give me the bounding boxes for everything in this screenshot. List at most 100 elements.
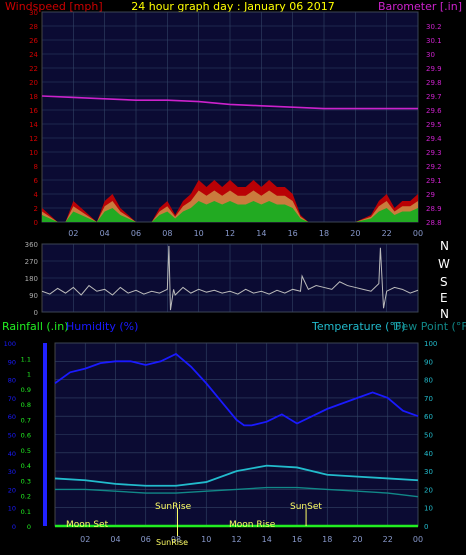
wind-x-tick: 10 xyxy=(194,229,204,238)
wind-avg-area xyxy=(42,201,418,222)
sun-set-marker: SunSet xyxy=(290,502,322,512)
moon-set-marker: Moon Set xyxy=(66,520,109,530)
temp-x-tick: 10 xyxy=(201,535,211,544)
direction-y-tick: 0 xyxy=(34,309,38,317)
barometer-line xyxy=(41,95,418,110)
humidity-tick: 30 xyxy=(8,468,16,476)
rainfall-tick: 0.3 xyxy=(21,477,31,485)
barometer-y-tick: 29 xyxy=(426,191,435,199)
dewpoint-axis-label: Dew Point (°F) xyxy=(393,320,466,333)
rainfall-tick: 0.9 xyxy=(21,386,31,394)
rainfall-tick: 1.1 xyxy=(21,355,31,363)
temperature-axis-label: Temperature (°F) xyxy=(311,320,406,333)
humidity-tick: 20 xyxy=(8,486,16,494)
barometer-y-tick: 28.8 xyxy=(426,219,442,227)
wind-y-tick: 22 xyxy=(29,65,38,73)
temp-x-tick: 06 xyxy=(141,535,151,544)
temperature-tick: 70 xyxy=(424,395,433,403)
rainfall-tick: 0.8 xyxy=(21,401,31,409)
rainfall-tick: 0 xyxy=(27,523,31,531)
compass-labels: N W S E N xyxy=(438,239,450,321)
compass-s: S xyxy=(440,275,448,289)
wind-y-tick: 4 xyxy=(34,191,39,199)
compass-w: W xyxy=(438,257,450,271)
rainfall-tick: 1 xyxy=(27,371,31,379)
temp-x-tick: 18 xyxy=(322,535,332,544)
wind-y-tick: 28 xyxy=(29,23,38,31)
rainfall-tick: 0.2 xyxy=(21,493,31,501)
humidity-line xyxy=(54,352,419,427)
windspeed-axis-label: Windspeed [mph] xyxy=(5,0,103,13)
humidity-tick: 60 xyxy=(8,413,16,421)
barometer-y-tick: 29.6 xyxy=(426,107,442,115)
temp-x-tick: 14 xyxy=(262,535,272,544)
temperature-tick: 90 xyxy=(424,358,433,366)
wind-x-tick: 18 xyxy=(319,229,329,238)
humidity-axis-label: Humidity (%) xyxy=(66,320,138,333)
wind-y-tick: 16 xyxy=(29,107,38,115)
temperature-tick: 50 xyxy=(424,432,433,440)
direction-y-tick: 360 xyxy=(25,241,38,249)
temperature-tick: 60 xyxy=(424,413,433,421)
wind-x-tick: 08 xyxy=(162,229,172,238)
barometer-y-tick: 30.2 xyxy=(426,23,442,31)
direction-y-tick: 90 xyxy=(29,292,38,300)
compass-n-top: N xyxy=(440,239,449,253)
wind-y-tick: 18 xyxy=(29,93,38,101)
temperature-line xyxy=(54,464,419,487)
barometer-y-tick: 28.9 xyxy=(426,205,442,213)
humidity-tick: 50 xyxy=(8,432,16,440)
sun-rise-axis-marker: SunRise xyxy=(156,538,188,547)
wind-y-tick: 24 xyxy=(29,51,38,59)
wind-y-tick: 30 xyxy=(29,9,38,17)
temperature-tick: 20 xyxy=(424,486,433,494)
dewpoint-line xyxy=(55,486,419,498)
direction-y-tick: 270 xyxy=(25,258,38,266)
wind-x-tick: 04 xyxy=(100,229,110,238)
wind-y-tick: 6 xyxy=(34,177,39,185)
temp-x-tick: 22 xyxy=(383,535,393,544)
barometer-y-tick: 29.5 xyxy=(426,121,442,129)
wind-y-tick: 20 xyxy=(29,79,38,87)
barometer-y-tick: 29.8 xyxy=(426,79,442,87)
chart-title: 24 hour graph day : January 06 2017 xyxy=(131,0,335,13)
wind-x-tick: 12 xyxy=(225,229,235,238)
barometer-y-tick: 30 xyxy=(426,51,435,59)
barometer-y-tick: 29.1 xyxy=(426,177,442,185)
direction-y-tick: 180 xyxy=(25,275,38,283)
temperature-tick: 10 xyxy=(424,505,433,513)
wind-barometer-panel: 02468101214161820222426283028.828.92929.… xyxy=(29,9,442,238)
temperature-tick: 30 xyxy=(424,468,433,476)
humidity-tick: 90 xyxy=(8,358,16,366)
wind-y-tick: 0 xyxy=(34,219,38,227)
wind-x-tick: 20 xyxy=(350,229,360,238)
wind-x-tick: 00 xyxy=(413,229,423,238)
rainfall-axis-label: Rainfall (.in) xyxy=(2,320,69,333)
temp-x-tick: 08 xyxy=(171,535,181,544)
barometer-y-tick: 29.4 xyxy=(426,135,442,143)
wind-x-tick: 22 xyxy=(382,229,392,238)
moon-rise-marker: Moon Rise xyxy=(229,520,276,530)
barometer-y-tick: 29.9 xyxy=(426,65,442,73)
wind-x-tick: 06 xyxy=(131,229,141,238)
barometer-axis-label: Barometer [.in] xyxy=(378,0,462,13)
humidity-tick: 10 xyxy=(8,505,16,513)
rainfall-tick: 0.5 xyxy=(21,447,31,455)
compass-e: E xyxy=(440,291,448,305)
temp-humidity-panel: 0 0.1 0.2 0.3 0.4 0.5 0.6 0.7 0.8 0.9 1 1.1 0 10 20 30 4… xyxy=(4,340,438,544)
wind-y-tick: 10 xyxy=(29,149,38,157)
rainfall-tick: 0.6 xyxy=(21,432,31,440)
temp-x-tick: 16 xyxy=(292,535,302,544)
humidity-tick: 40 xyxy=(8,450,16,458)
wind-y-tick: 8 xyxy=(34,163,38,171)
humidity-tick: 0 xyxy=(12,523,16,531)
humidity-tick: 70 xyxy=(8,395,16,403)
rainfall-tick: 0.1 xyxy=(21,508,31,516)
temp-x-tick: 20 xyxy=(352,535,362,544)
wind-y-tick: 14 xyxy=(29,121,38,129)
compass-n-bottom: N xyxy=(440,307,449,321)
wind-x-tick: 14 xyxy=(256,229,266,238)
temp-x-tick: 00 xyxy=(413,535,423,544)
temperature-tick: 100 xyxy=(424,340,437,348)
wind-x-tick: 16 xyxy=(288,229,298,238)
